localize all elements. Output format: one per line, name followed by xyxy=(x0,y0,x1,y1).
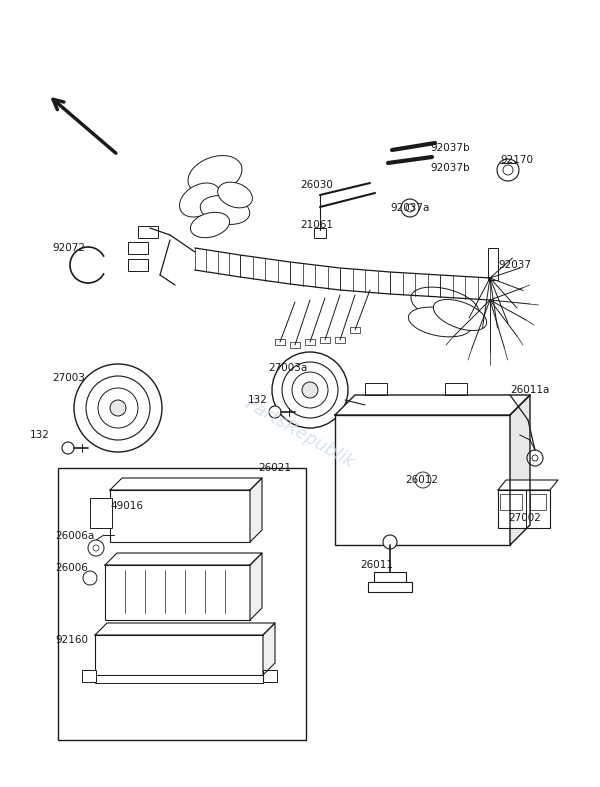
Bar xyxy=(290,342,300,348)
Circle shape xyxy=(401,199,419,217)
Bar xyxy=(445,383,467,395)
Text: 132: 132 xyxy=(248,395,268,405)
Text: 26006: 26006 xyxy=(55,563,88,573)
Circle shape xyxy=(497,159,519,181)
Circle shape xyxy=(363,401,373,411)
Bar xyxy=(500,494,522,510)
Bar xyxy=(128,242,148,254)
Text: 49016: 49016 xyxy=(110,501,143,511)
Text: 92037b: 92037b xyxy=(430,143,470,153)
Polygon shape xyxy=(250,478,262,542)
Circle shape xyxy=(269,406,281,418)
Circle shape xyxy=(415,472,431,488)
Bar xyxy=(320,337,330,343)
Circle shape xyxy=(110,400,126,416)
Circle shape xyxy=(62,442,74,454)
Polygon shape xyxy=(105,553,262,565)
Text: 26006a: 26006a xyxy=(55,531,94,541)
Ellipse shape xyxy=(188,156,242,194)
Bar xyxy=(374,572,406,582)
Bar xyxy=(105,565,250,620)
Circle shape xyxy=(503,165,513,175)
Text: 21061: 21061 xyxy=(300,220,333,230)
Bar xyxy=(128,259,148,271)
Circle shape xyxy=(93,545,99,551)
Bar xyxy=(82,670,96,682)
Polygon shape xyxy=(510,395,530,545)
Polygon shape xyxy=(335,395,530,415)
Text: 26011: 26011 xyxy=(360,560,393,570)
Text: 26030: 26030 xyxy=(300,180,333,190)
Bar xyxy=(368,582,412,592)
Text: 26012: 26012 xyxy=(405,475,438,485)
Bar xyxy=(263,670,277,682)
Text: 92037b: 92037b xyxy=(430,163,470,173)
Bar xyxy=(335,415,510,545)
Bar xyxy=(530,494,546,510)
Text: 27003a: 27003a xyxy=(268,363,307,373)
Ellipse shape xyxy=(218,182,253,208)
Circle shape xyxy=(98,388,138,428)
Text: 92160: 92160 xyxy=(55,635,88,645)
Bar xyxy=(95,635,263,675)
Circle shape xyxy=(532,455,538,461)
Bar xyxy=(305,339,315,345)
Circle shape xyxy=(292,372,328,408)
Bar xyxy=(58,468,306,740)
Polygon shape xyxy=(95,623,275,635)
Circle shape xyxy=(83,571,97,585)
Ellipse shape xyxy=(411,287,479,323)
Circle shape xyxy=(272,352,348,428)
Circle shape xyxy=(383,535,397,549)
Text: PartsRepublik: PartsRepublik xyxy=(242,394,358,471)
Circle shape xyxy=(74,364,162,452)
Text: 26011a: 26011a xyxy=(510,385,550,395)
Circle shape xyxy=(86,376,150,440)
Text: 92037: 92037 xyxy=(498,260,531,270)
Text: 132: 132 xyxy=(30,430,50,440)
Circle shape xyxy=(302,382,318,398)
Bar xyxy=(335,337,345,343)
Circle shape xyxy=(406,204,414,212)
Text: 27003: 27003 xyxy=(52,373,85,383)
Bar xyxy=(110,490,250,542)
Ellipse shape xyxy=(433,300,487,331)
Circle shape xyxy=(88,540,104,556)
Circle shape xyxy=(282,362,338,418)
Text: 92037a: 92037a xyxy=(390,203,430,213)
Polygon shape xyxy=(498,480,558,490)
Bar xyxy=(488,248,498,280)
Bar xyxy=(275,339,285,345)
Bar xyxy=(95,675,263,683)
Ellipse shape xyxy=(190,212,230,238)
Ellipse shape xyxy=(409,307,472,337)
Bar xyxy=(90,498,112,528)
Text: 92170: 92170 xyxy=(500,155,533,165)
Ellipse shape xyxy=(200,195,250,224)
Polygon shape xyxy=(263,623,275,675)
Text: 92072: 92072 xyxy=(52,243,85,253)
Text: 26021: 26021 xyxy=(258,463,291,473)
Polygon shape xyxy=(250,553,262,620)
Circle shape xyxy=(527,450,543,466)
Bar xyxy=(350,327,360,333)
Bar xyxy=(365,383,387,395)
Bar xyxy=(138,226,158,238)
Bar xyxy=(498,490,550,528)
Polygon shape xyxy=(110,478,262,490)
Ellipse shape xyxy=(179,183,220,217)
Text: 27002: 27002 xyxy=(508,513,541,523)
Bar xyxy=(314,228,326,238)
